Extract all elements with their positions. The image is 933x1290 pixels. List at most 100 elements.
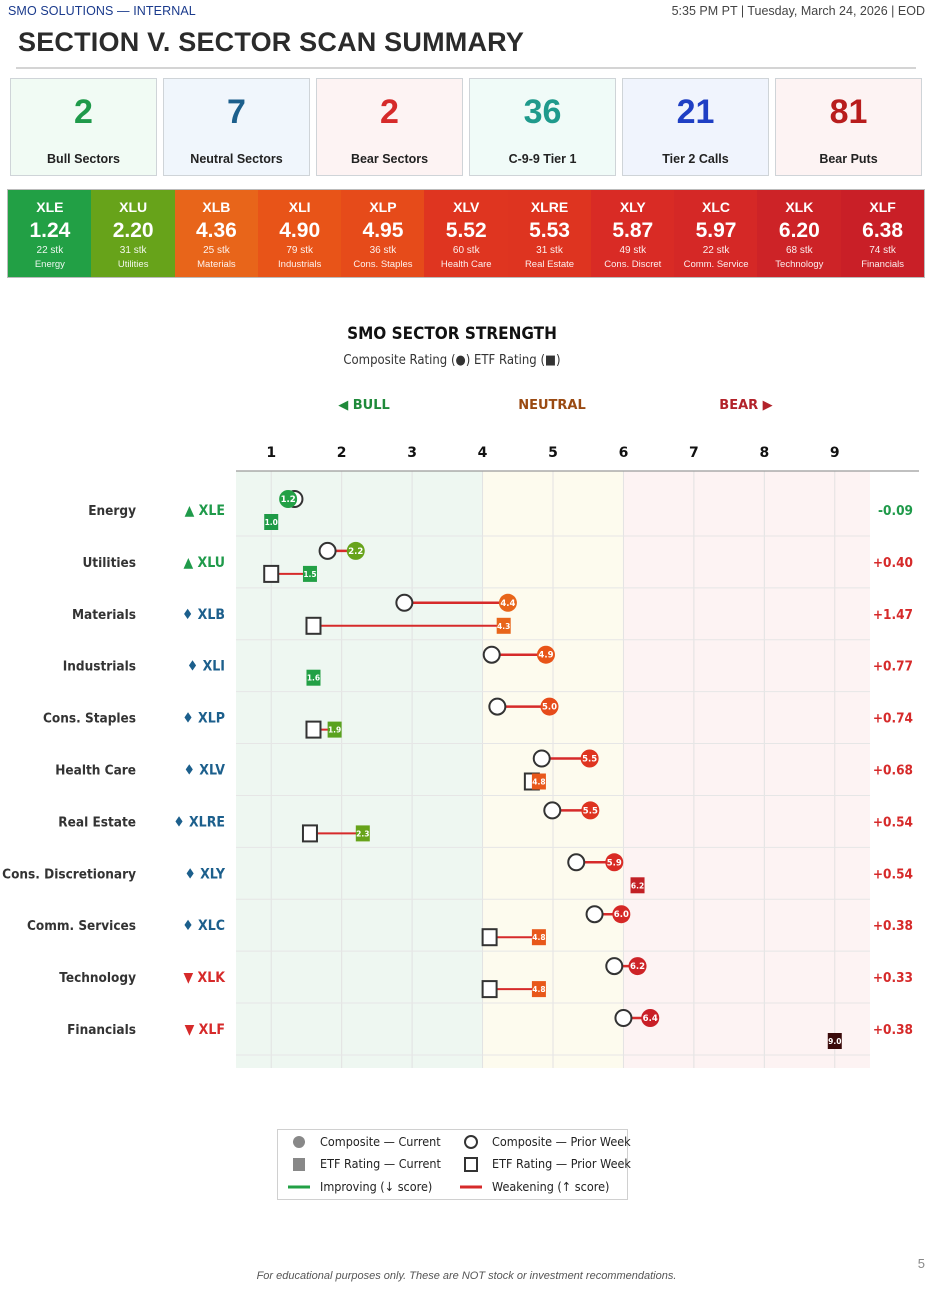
composite-current-marker bbox=[536, 645, 555, 664]
composite-change: +0.38 bbox=[873, 919, 913, 935]
heatmap-stock-count: 22 stk bbox=[702, 245, 730, 256]
sector-label: Health Care bbox=[55, 763, 136, 779]
composite-prior-marker bbox=[488, 697, 507, 716]
heatmap-stock-count: 25 stk bbox=[203, 245, 230, 256]
stat-value: 2 bbox=[380, 93, 399, 131]
org-label: SMO SOLUTIONS — INTERNAL bbox=[8, 4, 196, 18]
zone-background bbox=[623, 471, 870, 1068]
heatmap-ticker: XLB bbox=[202, 199, 231, 215]
etf-value-label: 4.8 bbox=[532, 933, 545, 942]
etf-value-label: 1.6 bbox=[307, 674, 320, 683]
heatmap-cell: XLK 6.20 68 stk Technology bbox=[757, 190, 842, 277]
etf-prior-marker bbox=[263, 564, 280, 583]
heatmap-stock-count: 49 stk bbox=[619, 245, 647, 256]
etf-prior-marker bbox=[305, 616, 322, 635]
x-tick-label: 1 bbox=[266, 445, 276, 461]
heatmap-ticker: XLI bbox=[288, 199, 311, 215]
etf-current-marker bbox=[327, 721, 342, 738]
etf-prior-marker bbox=[481, 928, 498, 947]
heatmap-cell: XLC 5.97 22 stk Comm. Service bbox=[674, 190, 758, 277]
x-tick-label: 6 bbox=[619, 445, 629, 461]
zone-label: BEAR ▶ bbox=[719, 398, 772, 413]
heatmap-value: 5.87 bbox=[612, 219, 654, 242]
heatmap-cell: XLF 6.38 74 stk Financials bbox=[840, 190, 925, 277]
composite-change: +0.40 bbox=[873, 555, 913, 571]
heatmap-ticker: XLE bbox=[36, 199, 64, 215]
heatmap-value: 4.95 bbox=[362, 219, 404, 242]
heatmap-cell: XLRE 5.53 31 stk Real Estate bbox=[507, 190, 592, 277]
timestamp: 5:35 PM PT | Tuesday, March 24, 2026 | E… bbox=[671, 4, 925, 18]
heatmap-value: 4.36 bbox=[195, 219, 237, 242]
etf-current-marker bbox=[496, 617, 511, 634]
sector-ticker: ▼ XLF bbox=[185, 1022, 225, 1038]
heatmap-stock-count: 60 stk bbox=[452, 245, 480, 256]
composite-value-label: 2.2 bbox=[348, 547, 363, 557]
composite-value-label: 4.9 bbox=[538, 651, 553, 661]
heatmap-cell: XLV 5.52 60 stk Health Care bbox=[424, 190, 509, 277]
sector-ticker: ♦ XLP bbox=[182, 711, 225, 727]
composite-change: +0.74 bbox=[873, 711, 913, 727]
hollow-square-icon bbox=[458, 1155, 484, 1173]
heatmap-ticker: XLP bbox=[369, 199, 397, 215]
heatmap-ticker: XLRE bbox=[530, 199, 569, 215]
composite-value-label: 6.0 bbox=[614, 910, 629, 920]
stat-box: 2 Bear Sectors bbox=[316, 78, 463, 176]
composite-value-label: 6.4 bbox=[643, 1014, 658, 1024]
etf-value-label: 1.5 bbox=[303, 570, 316, 579]
stat-value: 36 bbox=[523, 93, 562, 131]
heatmap-ticker: XLV bbox=[453, 199, 480, 215]
composite-current-marker bbox=[540, 697, 559, 716]
stat-value: 21 bbox=[676, 93, 715, 131]
chart-legend: Composite — Current Composite — Prior Wee… bbox=[277, 1129, 631, 1200]
composite-change: +0.54 bbox=[873, 815, 913, 831]
sector-ticker: ♦ XLI bbox=[187, 659, 225, 675]
etf-value-label: 1.9 bbox=[328, 726, 341, 735]
etf-value-label: 2.3 bbox=[356, 829, 369, 838]
legend-label: Improving (↓ score) bbox=[320, 1179, 433, 1194]
stat-value: 7 bbox=[227, 93, 246, 131]
stat-value: 81 bbox=[829, 93, 868, 131]
heatmap-ticker: XLF bbox=[869, 199, 896, 215]
composite-value-label: 1.2 bbox=[281, 495, 296, 505]
composite-current-marker bbox=[279, 490, 298, 508]
sector-label: Technology bbox=[59, 971, 136, 987]
zone-background bbox=[236, 471, 483, 1068]
legend-label: Composite — Prior Week bbox=[492, 1134, 631, 1149]
etf-current-marker bbox=[531, 929, 546, 946]
heatmap-stock-count: 31 stk bbox=[536, 245, 563, 256]
heatmap-value: 5.97 bbox=[695, 219, 737, 242]
heatmap-stock-count: 36 stk bbox=[369, 245, 397, 256]
sector-ticker: ♦ XLRE bbox=[173, 815, 225, 831]
heatmap-ticker: XLY bbox=[619, 199, 646, 215]
composite-prior-marker bbox=[482, 645, 501, 664]
etf-current-marker bbox=[264, 514, 279, 530]
composite-value-label: 6.2 bbox=[630, 962, 645, 972]
composite-prior-marker bbox=[605, 957, 624, 976]
composite-change: +0.38 bbox=[873, 1022, 913, 1038]
etf-value-label: 1.0 bbox=[265, 518, 278, 527]
composite-current-marker bbox=[641, 1009, 660, 1027]
chart-title: SMO SECTOR STRENGTH bbox=[347, 324, 557, 344]
heatmap-stock-count: 79 stk bbox=[286, 245, 314, 256]
sector-label: Financials bbox=[67, 1022, 136, 1038]
legend-label: ETF Rating — Current bbox=[320, 1156, 441, 1171]
zone-label: NEUTRAL bbox=[518, 398, 586, 413]
etf-current-marker bbox=[531, 773, 546, 790]
composite-value-label: 4.4 bbox=[500, 599, 515, 609]
sector-ticker: ▲ XLE bbox=[185, 503, 225, 519]
hollow-circle-icon bbox=[458, 1133, 484, 1151]
heatmap-cell: XLE 1.24 22 stk Energy bbox=[8, 190, 92, 277]
heatmap-sector-name: Real Estate bbox=[524, 259, 575, 270]
heatmap-value: 1.24 bbox=[29, 219, 71, 242]
stat-label: Neutral Sectors bbox=[190, 152, 283, 166]
composite-value-label: 5.5 bbox=[583, 806, 598, 816]
heatmap-cell: XLU 2.20 31 stk Utilities bbox=[91, 190, 176, 277]
composite-current-marker bbox=[498, 593, 517, 612]
etf-value-label: 4.8 bbox=[532, 778, 545, 787]
composite-prior-marker bbox=[543, 801, 562, 820]
sector-heatmap: XLE 1.24 22 stk Energy XLU 2.20 31 stk Utilitie… bbox=[7, 189, 925, 278]
sector-label: Industrials bbox=[63, 659, 137, 675]
composite-value-label: 5.0 bbox=[542, 703, 557, 713]
heatmap-sector-name: Technology bbox=[775, 259, 824, 270]
heatmap-sector-name: Comm. Service bbox=[683, 259, 749, 270]
